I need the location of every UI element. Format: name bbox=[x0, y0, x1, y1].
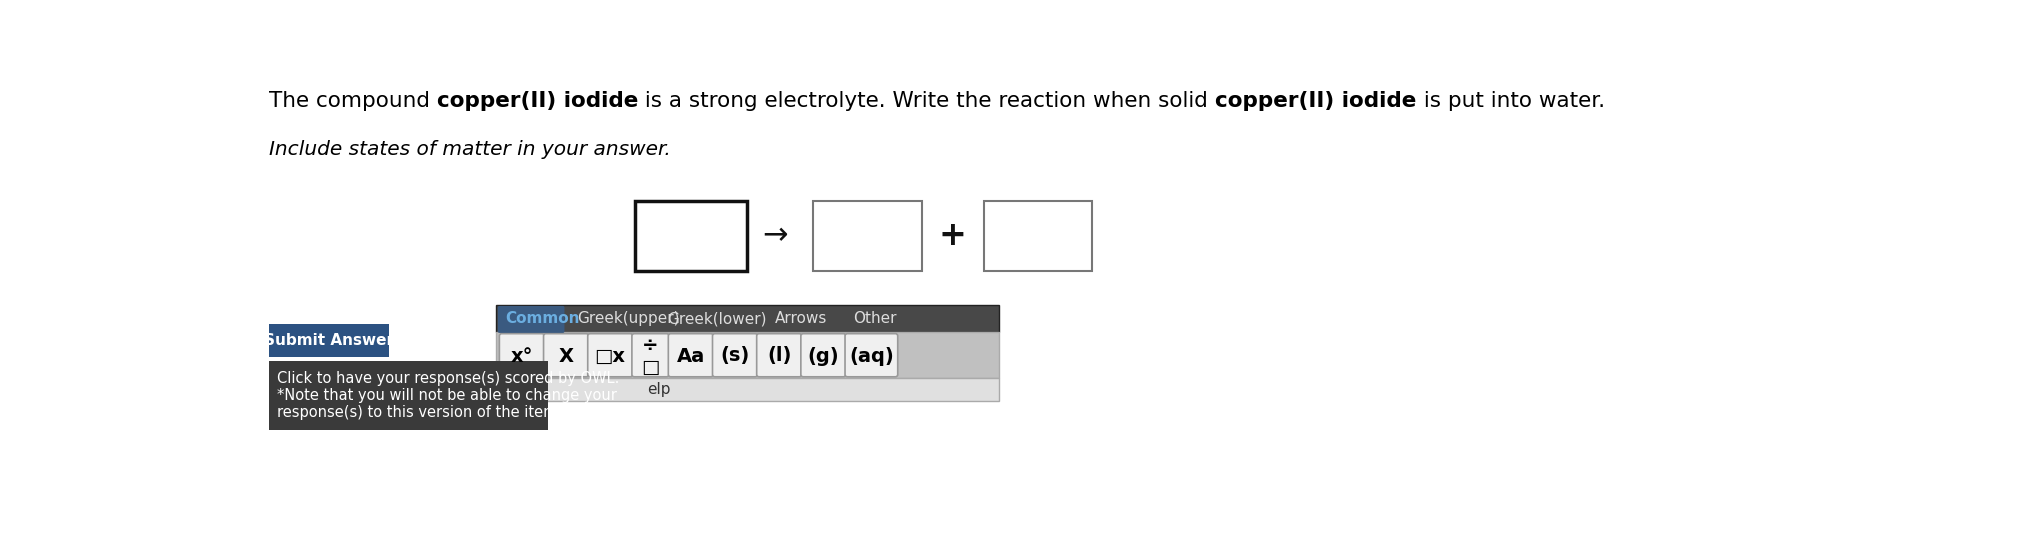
Text: The compound: The compound bbox=[270, 91, 437, 111]
FancyBboxPatch shape bbox=[588, 334, 633, 377]
Text: Greek(lower): Greek(lower) bbox=[668, 311, 768, 326]
FancyBboxPatch shape bbox=[543, 334, 588, 377]
FancyBboxPatch shape bbox=[984, 201, 1092, 270]
Text: Arrows: Arrows bbox=[774, 311, 827, 326]
FancyBboxPatch shape bbox=[498, 306, 564, 333]
FancyBboxPatch shape bbox=[496, 332, 999, 378]
FancyBboxPatch shape bbox=[813, 201, 921, 270]
Text: Submit Answer: Submit Answer bbox=[263, 333, 394, 348]
Text: X: X bbox=[560, 346, 574, 366]
Text: Greek(upper): Greek(upper) bbox=[578, 311, 680, 326]
Text: Click to have your response(s) scored by OWL.: Click to have your response(s) scored by… bbox=[278, 371, 619, 386]
FancyBboxPatch shape bbox=[635, 201, 747, 270]
FancyBboxPatch shape bbox=[713, 334, 758, 377]
Text: Include states of matter in your answer.: Include states of matter in your answer. bbox=[270, 140, 672, 158]
Text: Aa: Aa bbox=[676, 346, 704, 366]
Text: response(s) to this version of the item.: response(s) to this version of the item. bbox=[278, 406, 562, 420]
FancyBboxPatch shape bbox=[668, 334, 713, 377]
FancyBboxPatch shape bbox=[800, 334, 845, 377]
FancyBboxPatch shape bbox=[845, 334, 898, 377]
Text: *Note that you will not be able to change your: *Note that you will not be able to chang… bbox=[278, 388, 617, 403]
FancyBboxPatch shape bbox=[496, 305, 999, 332]
FancyBboxPatch shape bbox=[758, 334, 803, 377]
FancyBboxPatch shape bbox=[496, 378, 999, 402]
Text: x°: x° bbox=[510, 346, 533, 366]
Text: →: → bbox=[762, 222, 788, 250]
Text: copper(II) iodide: copper(II) iodide bbox=[1215, 91, 1417, 111]
Text: (s): (s) bbox=[721, 346, 749, 366]
Text: □x: □x bbox=[594, 346, 625, 366]
Text: +: + bbox=[939, 219, 966, 253]
Text: (l): (l) bbox=[768, 346, 792, 366]
Text: (aq): (aq) bbox=[849, 346, 894, 366]
Text: is put into water.: is put into water. bbox=[1417, 91, 1605, 111]
FancyBboxPatch shape bbox=[500, 334, 545, 377]
FancyBboxPatch shape bbox=[270, 325, 390, 357]
Text: elp: elp bbox=[647, 382, 670, 397]
Text: (g): (g) bbox=[807, 346, 839, 366]
Text: copper(II) iodide: copper(II) iodide bbox=[437, 91, 639, 111]
FancyBboxPatch shape bbox=[631, 334, 670, 377]
Text: Common: Common bbox=[504, 311, 580, 326]
Text: is a strong electrolyte. Write the reaction when solid: is a strong electrolyte. Write the react… bbox=[639, 91, 1215, 111]
Text: ÷
□: ÷ □ bbox=[641, 336, 660, 377]
FancyBboxPatch shape bbox=[270, 361, 547, 430]
Text: Other: Other bbox=[854, 311, 896, 326]
